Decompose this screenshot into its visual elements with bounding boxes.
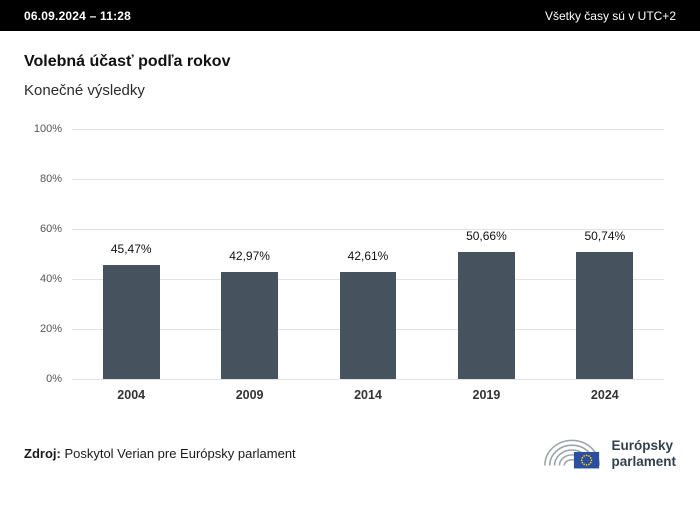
bar-column-2009: 42,97% (190, 129, 308, 379)
y-tick-label: 40% (39, 273, 62, 285)
x-axis-label-2004: 2004 (117, 388, 146, 402)
bar-value-label: 42,97% (229, 248, 270, 263)
european-parliament-logo: Európsky parlament (541, 428, 676, 479)
bar-column-2019: 50,66% (427, 129, 545, 379)
logo-text: Európsky parlament (611, 438, 676, 470)
datetime-label: 06.09.2024 – 11:28 (24, 8, 132, 23)
timezone-note: Všetky časy sú v UTC+2 (544, 8, 676, 23)
bars: 45,47% 42,97% 42,61% 50,66% 50,74% (72, 129, 664, 379)
y-tick-label: 100% (33, 123, 62, 135)
logo-text-line2: parlament (611, 453, 676, 469)
x-axis-label-2014: 2014 (354, 388, 382, 402)
gridline (72, 179, 664, 180)
bar-value-label: 45,47% (110, 242, 152, 257)
x-axis-label-2009: 2009 (235, 388, 264, 402)
y-tick-label: 20% (39, 323, 62, 335)
top-bar: 06.09.2024 – 11:28 Všetky časy sú v UTC+… (0, 0, 700, 31)
parliament-hemicycle-icon (541, 428, 603, 479)
bar-value-label: 50,66% (466, 229, 507, 244)
footer: Zdroj: Poskytol Verian pre Európsky parl… (0, 428, 700, 479)
x-axis-label-2019: 2019 (472, 388, 501, 402)
x-axis: 2004 2009 2014 2019 2024 (72, 388, 664, 402)
bar-value-label: 42,61% (347, 249, 389, 264)
bar-column-2004: 45,47% (72, 129, 190, 379)
x-axis-label-2024: 2024 (590, 388, 619, 402)
bar-column-2014: 42,61% (309, 129, 427, 379)
source-text: Poskytol Verian pre Európsky parlament (60, 446, 296, 461)
bar-2024 (576, 252, 634, 379)
logo-text-line1: Európsky (611, 437, 673, 453)
turnout-bar-chart: 100% 80% 60% 40% 20% 0% 45,47% 42,97% 42,61% 50,… (0, 123, 700, 402)
y-tick-label: 0% (46, 373, 62, 385)
bar-2014 (339, 272, 397, 379)
bar-2004 (102, 265, 160, 379)
bar-2019 (458, 252, 515, 379)
bar-2009 (221, 271, 279, 379)
bar-value-label: 50,74% (584, 229, 626, 244)
bar-column-2024: 50,74% (546, 129, 664, 379)
gridline (72, 379, 664, 380)
page-title: Volebná účasť podľa rokov (24, 53, 231, 70)
gridline (72, 229, 664, 230)
title-block: Volebná účasť podľa rokov Konečné výsled… (0, 31, 700, 99)
source-note: Zdroj: Poskytol Verian pre Európsky parl… (24, 446, 296, 461)
gridline (72, 129, 664, 130)
y-axis: 100% 80% 60% 40% 20% 0% (20, 123, 72, 385)
y-tick-label: 80% (39, 173, 62, 185)
page-subtitle: Konečné výsledky (24, 82, 145, 99)
plot-area: 45,47% 42,97% 42,61% 50,66% 50,74% (72, 129, 664, 380)
y-tick-label: 60% (39, 223, 62, 235)
source-label: Zdroj: (24, 446, 61, 461)
